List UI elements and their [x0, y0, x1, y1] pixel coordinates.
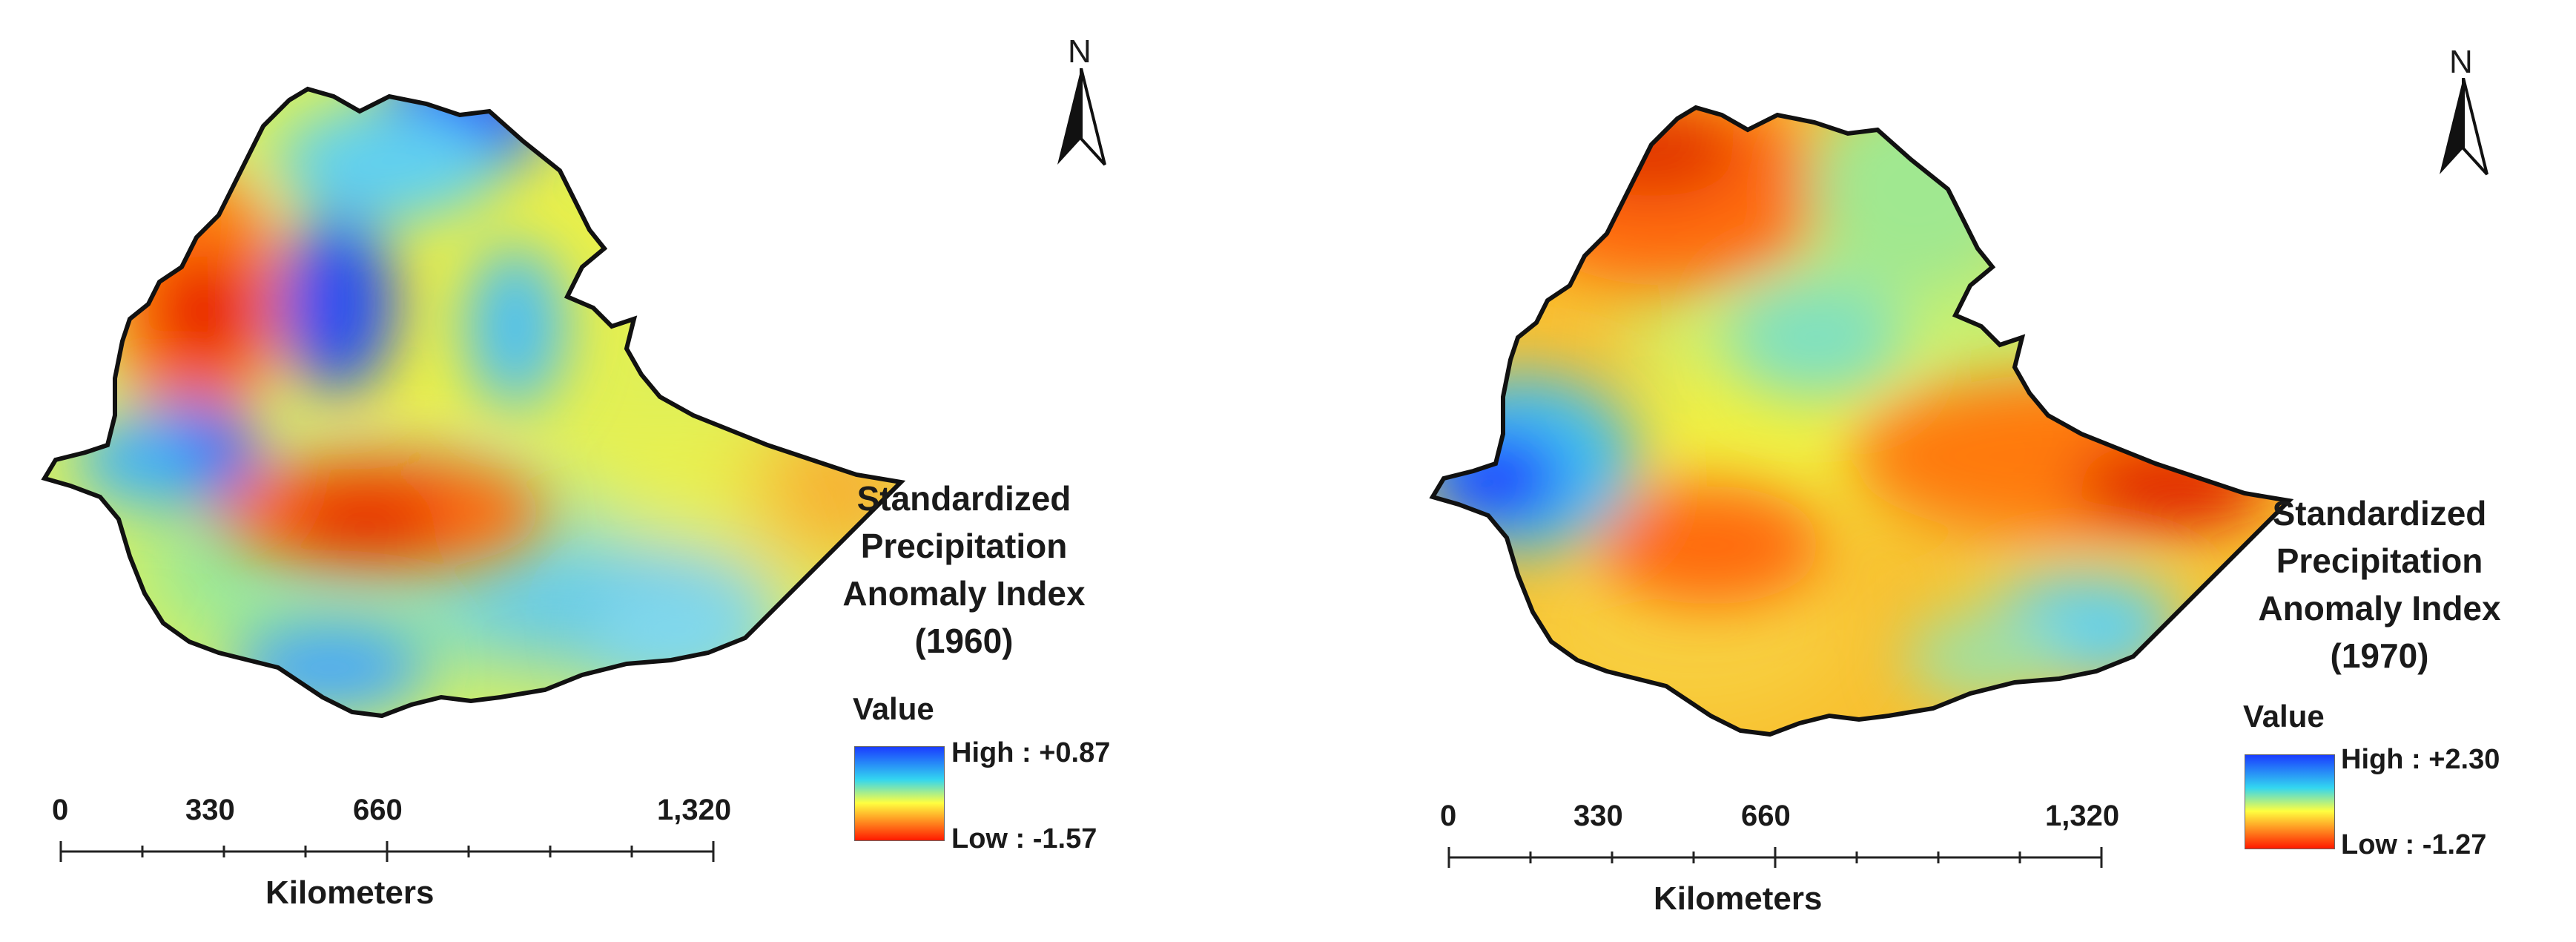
- scale-tick-label: 1,320: [657, 794, 732, 826]
- legend-title-line: Precipitation: [2276, 541, 2483, 580]
- legend-title-line: Anomaly Index: [842, 574, 1086, 613]
- anomaly-map-1970: [1429, 63, 2319, 745]
- map-panel-1970: N Standardized Precipitation Anomaly Ind…: [1288, 0, 2576, 942]
- legend-low-label: Low : -1.57: [951, 823, 1097, 854]
- color-ramp: [2245, 754, 2335, 849]
- legend-title-line: Standardized: [856, 479, 1071, 518]
- north-arrow-icon: [2440, 78, 2489, 176]
- legend-title-line: Anomaly Index: [2258, 589, 2501, 628]
- legend-high-label: High : +0.87: [951, 737, 1111, 768]
- legend-title: Standardized Precipitation Anomaly Index…: [2205, 490, 2554, 679]
- scale-unit: Kilometers: [1654, 880, 1823, 917]
- color-ramp: [854, 746, 945, 841]
- anomaly-map-1960: [41, 45, 931, 727]
- scale-tick-label: 660: [353, 794, 403, 826]
- scale-tick-label: 1,320: [2045, 800, 2120, 832]
- legend-title-line: (1960): [914, 622, 1014, 660]
- north-label: N: [2449, 44, 2473, 80]
- legend-title-line: Standardized: [2272, 494, 2487, 533]
- scale-tick-label: 660: [1741, 800, 1791, 832]
- legend-title: Standardized Precipitation Anomaly Index…: [790, 475, 1138, 665]
- legend-title-line: (1970): [2330, 636, 2429, 675]
- map-panel-1960: N Standardized Precipitation Anomaly Ind…: [0, 33, 1138, 911]
- scale-bar: [59, 841, 715, 862]
- legend-value-heading: Value: [2243, 699, 2325, 734]
- scale-tick-label: 330: [185, 794, 235, 826]
- legend-value-heading: Value: [853, 691, 934, 726]
- north-label: N: [1068, 33, 1092, 70]
- scale-tick-label: 330: [1573, 800, 1623, 832]
- scale-tick-label: 0: [1440, 800, 1457, 832]
- scale-unit: Kilometers: [265, 875, 435, 911]
- north-arrow-icon: [1057, 68, 1106, 166]
- legend-high-label: High : +2.30: [2341, 744, 2500, 775]
- legend-low-label: Low : -1.27: [2341, 829, 2487, 860]
- scale-tick-label: 0: [52, 794, 69, 826]
- scale-bar: [1447, 847, 2103, 868]
- legend-title-line: Precipitation: [860, 527, 1068, 565]
